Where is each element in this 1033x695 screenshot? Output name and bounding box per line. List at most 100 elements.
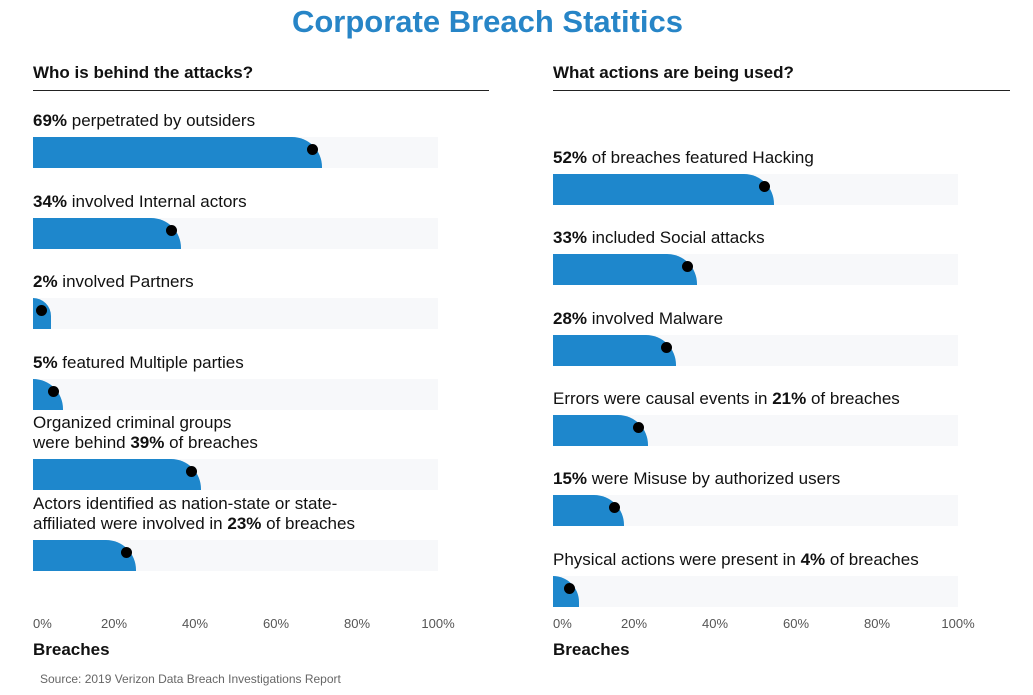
- bar-label: Actors identified as nation-state or sta…: [33, 494, 355, 534]
- bar-marker-dot: [608, 502, 620, 514]
- bar-label: 52% of breaches featured Hacking: [553, 148, 814, 168]
- bar-value-label: 34%: [33, 191, 68, 211]
- bar-label-prefix: Physical actions were present in: [553, 549, 801, 569]
- bar-label: 69% perpetrated by outsiders: [33, 111, 255, 131]
- x-tick-label: 100%: [421, 616, 455, 631]
- bar-value-label: 5%: [33, 352, 58, 372]
- bar-marker-dot: [165, 224, 177, 236]
- bar-label-suffix: of breaches featured Hacking: [587, 148, 814, 167]
- bar-track: [553, 254, 958, 286]
- bar-marker-dot: [758, 181, 770, 192]
- x-tick-label: 0%: [33, 616, 52, 631]
- bar: [33, 217, 181, 249]
- bar-label-line: 28% involved Malware: [553, 309, 723, 329]
- x-axis: 0% 20% 40% 60% 80% 100%: [33, 616, 455, 636]
- bar-label-line: 15% were Misuse by authorized users: [553, 469, 840, 489]
- source-note: Source: 2019 Verizon Data Breach Investi…: [40, 672, 341, 686]
- bar: [553, 414, 649, 446]
- bar-value-label: 69%: [33, 111, 68, 130]
- bar-label-line: 33% included Social attacks: [553, 228, 765, 248]
- bar-track: [553, 334, 958, 366]
- bar-label-line: were behind 39% of breaches: [33, 433, 258, 453]
- bar-marker-dot: [633, 421, 645, 433]
- chart-who-behind-attacks: Who is behind the attacks? 69% perpetrat…: [33, 60, 489, 670]
- bar-label-line: Physical actions were present in 4% of b…: [553, 550, 919, 570]
- bar: [553, 174, 774, 205]
- bar-label-line1: Organized criminal groups: [33, 413, 232, 432]
- x-tick-label: 60%: [262, 616, 290, 631]
- x-tick-label: 40%: [181, 616, 209, 631]
- chart-actions-used: What actions are being used? 52% of brea…: [553, 60, 1010, 670]
- bar-value-label: 4%: [800, 549, 826, 569]
- bar-value-label: 15%: [553, 469, 588, 489]
- x-tick-label: 0%: [553, 616, 572, 631]
- bar-label-suffix: of breaches: [806, 388, 900, 408]
- bar-label-suffix: of breaches: [261, 513, 355, 533]
- x-tick-label: 80%: [343, 616, 371, 631]
- bar-label-line: 34% involved Internal actors: [33, 192, 247, 212]
- bar-track: [33, 137, 438, 168]
- bar-value-label: 2%: [33, 272, 58, 291]
- x-tick-label: 20%: [100, 616, 128, 631]
- bar-track: [33, 298, 438, 329]
- x-tick-label: 60%: [782, 616, 810, 631]
- bar-label: 34% involved Internal actors: [33, 192, 247, 212]
- bar-label-suffix: involved Partners: [57, 272, 194, 291]
- bar: [33, 459, 201, 490]
- bar-label: 2% involved Partners: [33, 272, 194, 292]
- bar-track: [553, 575, 958, 607]
- bar-label: Organized criminal groups were behind 39%…: [33, 413, 258, 453]
- bar-label: 5% featured Multiple parties: [33, 353, 244, 373]
- bar-label-suffix: of breaches: [825, 549, 919, 569]
- x-tick-label: 80%: [863, 616, 891, 631]
- bar-marker-dot: [185, 466, 197, 477]
- bar-label: 28% involved Malware: [553, 309, 723, 329]
- bar-label-prefix: were behind: [33, 433, 131, 452]
- bar-marker-dot: [681, 261, 693, 273]
- bar-marker-dot: [564, 582, 576, 594]
- x-axis: 0% 20% 40% 60% 80% 100%: [553, 616, 975, 636]
- bar-label-line1: Actors identified as nation-state or sta…: [33, 493, 338, 513]
- bar-label-line: 2% involved Partners: [33, 272, 194, 292]
- bar-track: [553, 174, 958, 205]
- x-tick-label: 40%: [701, 616, 729, 631]
- bar-label: 15% were Misuse by authorized users: [553, 469, 840, 489]
- bar-label-suffix: involved Internal actors: [67, 191, 247, 211]
- x-tick-label: 100%: [941, 616, 975, 631]
- bar-label-suffix: were Misuse by authorized users: [587, 469, 841, 489]
- bar-track: [33, 459, 438, 490]
- bar-label-suffix: included Social attacks: [587, 228, 765, 248]
- x-tick-label: 20%: [620, 616, 648, 631]
- bar-value-label: 39%: [130, 433, 165, 452]
- bar-label-line: 69% perpetrated by outsiders: [33, 111, 255, 131]
- bar-value-label: 28%: [553, 308, 588, 328]
- chart-title: What actions are being used?: [553, 63, 1010, 91]
- bar-label: Errors were causal events in 21% of brea…: [553, 389, 900, 409]
- x-axis-title: Breaches: [33, 640, 110, 659]
- bar-value-label: 21%: [772, 388, 807, 408]
- bar-track: [33, 539, 438, 571]
- bar-label-line: 5% featured Multiple parties: [33, 353, 244, 373]
- bar-label-suffix: involved Malware: [587, 308, 724, 328]
- bar-label-line: affiliated were involved in 23% of breac…: [33, 514, 355, 534]
- bar-label-suffix: featured Multiple parties: [57, 352, 244, 372]
- bar-track: [553, 495, 958, 527]
- bar-marker-dot: [36, 305, 48, 316]
- chart-title: Who is behind the attacks?: [33, 63, 489, 91]
- bar-marker-dot: [307, 144, 319, 155]
- bar-label: Physical actions were present in 4% of b…: [553, 550, 919, 570]
- bar-label-prefix: affiliated were involved in: [33, 513, 228, 533]
- bar-track: [33, 378, 438, 410]
- bar-marker-dot: [48, 385, 60, 397]
- bar-label: 33% included Social attacks: [553, 228, 765, 248]
- bar-marker-dot: [661, 341, 673, 353]
- bar-label-suffix: perpetrated by outsiders: [67, 111, 256, 130]
- x-axis-title: Breaches: [553, 640, 630, 659]
- bar: [33, 137, 323, 168]
- bar-label-line: 52% of breaches featured Hacking: [553, 148, 814, 168]
- bar-marker-dot: [121, 546, 133, 558]
- bar-value-label: 52%: [553, 148, 588, 167]
- bar-label-prefix: Errors were causal events in: [553, 388, 773, 408]
- bar-label-suffix: of breaches: [164, 433, 258, 452]
- bar-value-label: 33%: [553, 228, 588, 248]
